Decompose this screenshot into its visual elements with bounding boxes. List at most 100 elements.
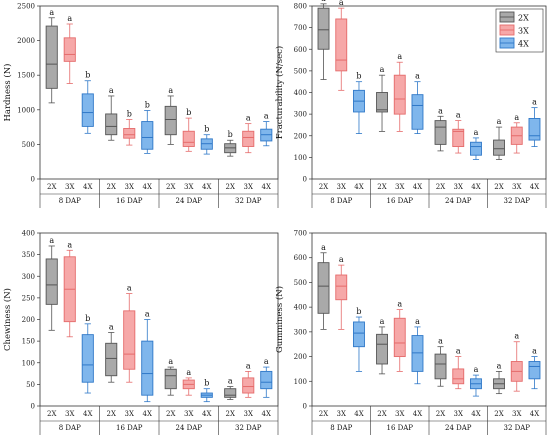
group-label-24-dap: 24 DAP <box>445 197 472 205</box>
significance-letter: a <box>339 255 344 264</box>
box-3x-16-dap: b <box>123 109 136 146</box>
group-label-16-dap: 16 DAP <box>116 197 143 205</box>
significance-letter: a <box>474 365 479 374</box>
box-body <box>164 105 177 136</box>
box-2x-24-dap: a <box>164 86 177 145</box>
box-body <box>411 335 424 372</box>
group-label-32-dap: 32 DAP <box>503 424 530 432</box>
significance-letter: a <box>228 377 233 386</box>
significance-letter: b <box>356 307 361 316</box>
x-tick-label: 3X <box>244 183 253 191</box>
chewiness-panel: 0 50 100 150 200 250 300 350 400 Chewiness (N) 8 D… <box>2 230 279 435</box>
x-tick-label: 3X <box>454 183 463 191</box>
x-tick-label: 3X <box>454 410 463 418</box>
significance-letter: a <box>514 113 519 122</box>
y-tick-label: 500 <box>294 67 307 75</box>
significance-letter: a <box>497 117 502 126</box>
box-4x-32-dap: a <box>260 357 273 398</box>
significance-letter: a <box>532 347 537 356</box>
box-3x-16-dap: a <box>393 300 406 372</box>
group-label-16-dap: 16 DAP <box>386 197 413 205</box>
group-label-8-dap: 8 DAP <box>330 424 352 432</box>
box-body <box>452 128 465 148</box>
group-label-32-dap: 32 DAP <box>235 197 262 205</box>
box-2x-24-dap: a <box>434 106 447 152</box>
significance-letter: a <box>49 8 54 17</box>
x-tick-label: 4X <box>354 410 363 418</box>
group-label-16-dap: 16 DAP <box>386 424 413 432</box>
significance-letter: a <box>67 14 72 23</box>
box-body <box>528 117 541 141</box>
x-tick-label: 2X <box>377 183 386 191</box>
significance-letter: a <box>321 243 326 252</box>
box-4x-32-dap: a <box>528 347 541 390</box>
box-body <box>335 18 348 72</box>
box-body <box>81 93 94 127</box>
significance-letter: a <box>145 310 150 319</box>
box-body <box>45 258 58 305</box>
significance-letter: a <box>456 347 461 356</box>
box-body <box>353 321 365 348</box>
significance-letter: a <box>264 112 269 121</box>
significance-letter: a <box>127 284 132 293</box>
x-tick-label: 2X <box>226 183 235 191</box>
box-2x-8-dap: a <box>45 236 58 331</box>
significance-letter: a <box>67 240 72 249</box>
y-tick-label: 250 <box>22 294 35 302</box>
x-tick-label: 3X <box>395 410 404 418</box>
box-3x-8-dap: a <box>63 14 76 84</box>
box-2x-16-dap: a <box>376 317 388 375</box>
significance-letter: b <box>204 125 209 134</box>
x-tick-label: 3X <box>395 183 404 191</box>
significance-letter: a <box>109 322 114 331</box>
x-tick-label: 2X <box>494 183 503 191</box>
y-axis-title: Chewiness (N) <box>2 288 13 351</box>
plot-frame <box>39 5 279 180</box>
x-tick-label: 3X <box>337 410 346 418</box>
y-tick-label: 600 <box>294 46 307 54</box>
y-tick-label: 350 <box>22 251 35 259</box>
significance-letter: a <box>397 52 402 61</box>
box-body <box>434 353 447 380</box>
box-3x-32-dap: a <box>242 361 255 398</box>
x-tick-label: 4X <box>202 410 211 418</box>
significance-letter: a <box>49 236 54 245</box>
significance-letter: a <box>246 114 251 123</box>
y-tick-label: 0 <box>303 403 307 411</box>
box-2x-16-dap: a <box>105 86 118 141</box>
box-body <box>393 317 406 358</box>
box-body <box>242 377 255 394</box>
x-tick-label: 2X <box>166 183 175 191</box>
x-tick-label: 4X <box>143 183 152 191</box>
legend-label-4x: 4X <box>518 40 529 49</box>
box-2x-16-dap: a <box>105 322 118 383</box>
y-tick-label: 0 <box>303 176 307 184</box>
box-body <box>105 113 118 136</box>
significance-letter: a <box>474 128 479 137</box>
y-tick-label: 150 <box>22 338 35 346</box>
box-3x-8-dap: a <box>63 240 76 338</box>
box-body <box>260 370 273 390</box>
box-body <box>335 274 348 301</box>
x-tick-label: 4X <box>471 410 480 418</box>
box-body <box>63 37 76 62</box>
box-3x-32-dap: a <box>510 113 523 154</box>
y-tick-label: 300 <box>22 273 35 281</box>
x-tick-label: 2X <box>319 183 328 191</box>
y-tick-label: 100 <box>294 154 307 162</box>
box-body <box>528 361 541 380</box>
group-label-24-dap: 24 DAP <box>175 197 202 205</box>
y-tick-label: 100 <box>22 359 35 367</box>
y-tick-label: 600 <box>294 254 307 262</box>
box-4x-16-dap: b <box>141 100 154 154</box>
box-3x-32-dap: a <box>242 114 255 154</box>
box-2x-24-dap: a <box>434 337 447 387</box>
box-3x-32-dap: a <box>510 332 523 392</box>
box-2x-32-dap: a <box>224 377 237 400</box>
significance-letter: b <box>127 109 132 118</box>
significance-letter: a <box>438 106 443 115</box>
box-4x-24-dap: b <box>200 379 213 403</box>
box-3x-8-dap: a <box>335 0 348 91</box>
box-3x-24-dap: a <box>452 111 465 154</box>
